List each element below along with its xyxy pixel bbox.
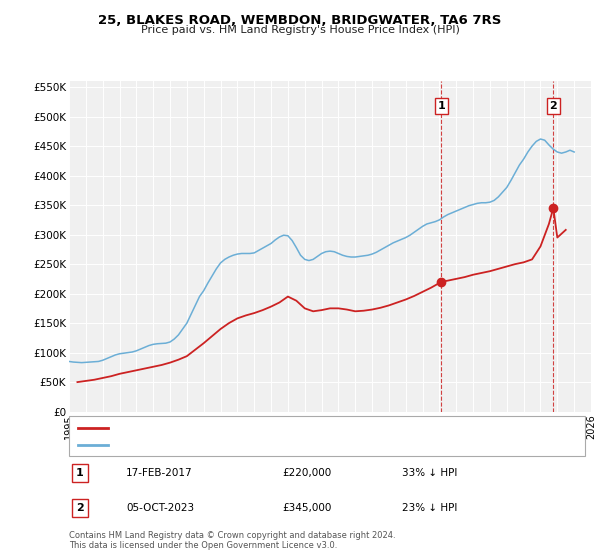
Text: This data is licensed under the Open Government Licence v3.0.: This data is licensed under the Open Gov… <box>69 541 337 550</box>
Text: 05-OCT-2023: 05-OCT-2023 <box>126 503 194 513</box>
Text: 23% ↓ HPI: 23% ↓ HPI <box>402 503 457 513</box>
Text: 25, BLAKES ROAD, WEMBDON, BRIDGWATER, TA6 7RS (detached house): 25, BLAKES ROAD, WEMBDON, BRIDGWATER, TA… <box>114 423 470 433</box>
Text: 1: 1 <box>437 101 445 111</box>
Text: 17-FEB-2017: 17-FEB-2017 <box>126 468 193 478</box>
Text: 33% ↓ HPI: 33% ↓ HPI <box>402 468 457 478</box>
Text: 2: 2 <box>76 503 83 513</box>
Text: HPI: Average price, detached house, Somerset: HPI: Average price, detached house, Some… <box>114 440 341 450</box>
Text: Price paid vs. HM Land Registry's House Price Index (HPI): Price paid vs. HM Land Registry's House … <box>140 25 460 35</box>
Text: 1: 1 <box>76 468 83 478</box>
Text: 2: 2 <box>550 101 557 111</box>
Text: £345,000: £345,000 <box>282 503 331 513</box>
Text: Contains HM Land Registry data © Crown copyright and database right 2024.: Contains HM Land Registry data © Crown c… <box>69 531 395 540</box>
Text: 25, BLAKES ROAD, WEMBDON, BRIDGWATER, TA6 7RS: 25, BLAKES ROAD, WEMBDON, BRIDGWATER, TA… <box>98 14 502 27</box>
Text: £220,000: £220,000 <box>282 468 331 478</box>
